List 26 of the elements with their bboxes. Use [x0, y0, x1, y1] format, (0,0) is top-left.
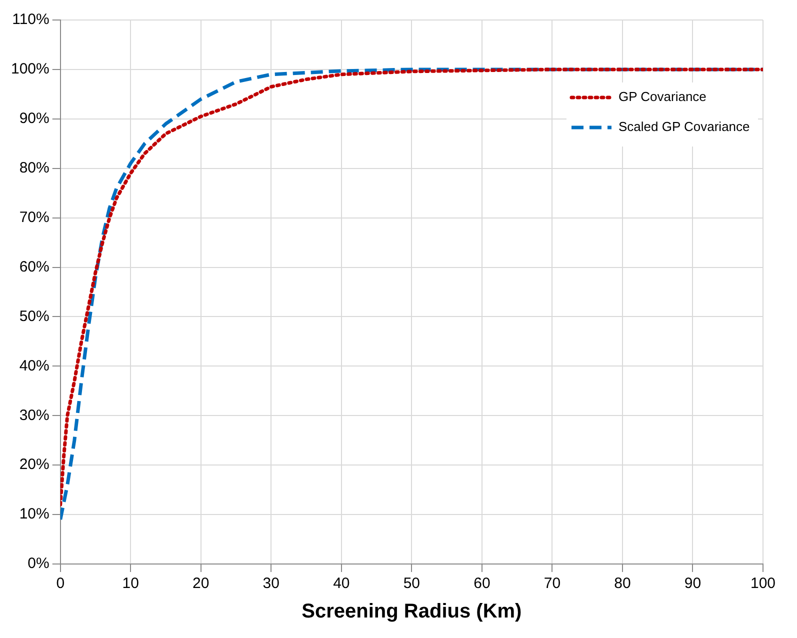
x-tick-label: 20 — [192, 575, 210, 592]
legend-label: Scaled GP Covariance — [618, 119, 750, 134]
y-tick-label: 80% — [19, 160, 50, 177]
y-tick-label: 60% — [19, 258, 50, 276]
x-tick-label: 60 — [474, 575, 490, 592]
x-tick-label: 50 — [403, 575, 420, 592]
y-tick-label: 40% — [19, 357, 50, 374]
y-tick-label: 100% — [10, 60, 50, 78]
legend-label: GP Covariance — [618, 89, 706, 104]
y-tick-label: 0% — [28, 555, 50, 572]
y-tick-label: 30% — [19, 406, 50, 424]
x-tick-label: 70 — [544, 575, 561, 592]
x-tick-label: 10 — [122, 575, 139, 592]
y-tick-label: 20% — [19, 456, 50, 474]
x-tick-label: 30 — [262, 575, 280, 592]
x-tick-label: 40 — [333, 575, 350, 592]
x-tick-label: 80 — [614, 575, 631, 592]
x-axis-title: Screening Radius (Km) — [302, 600, 522, 623]
x-tick-label: 0 — [56, 575, 65, 592]
x-tick-label: 90 — [684, 575, 702, 592]
y-tick-label: 90% — [19, 110, 50, 128]
y-tick-label: 10% — [19, 506, 50, 523]
y-tick-label: 50% — [19, 308, 50, 325]
y-tick-label: 70% — [19, 208, 50, 226]
y-tick-label: 110% — [12, 11, 50, 28]
x-tick-label: 100 — [750, 575, 776, 592]
